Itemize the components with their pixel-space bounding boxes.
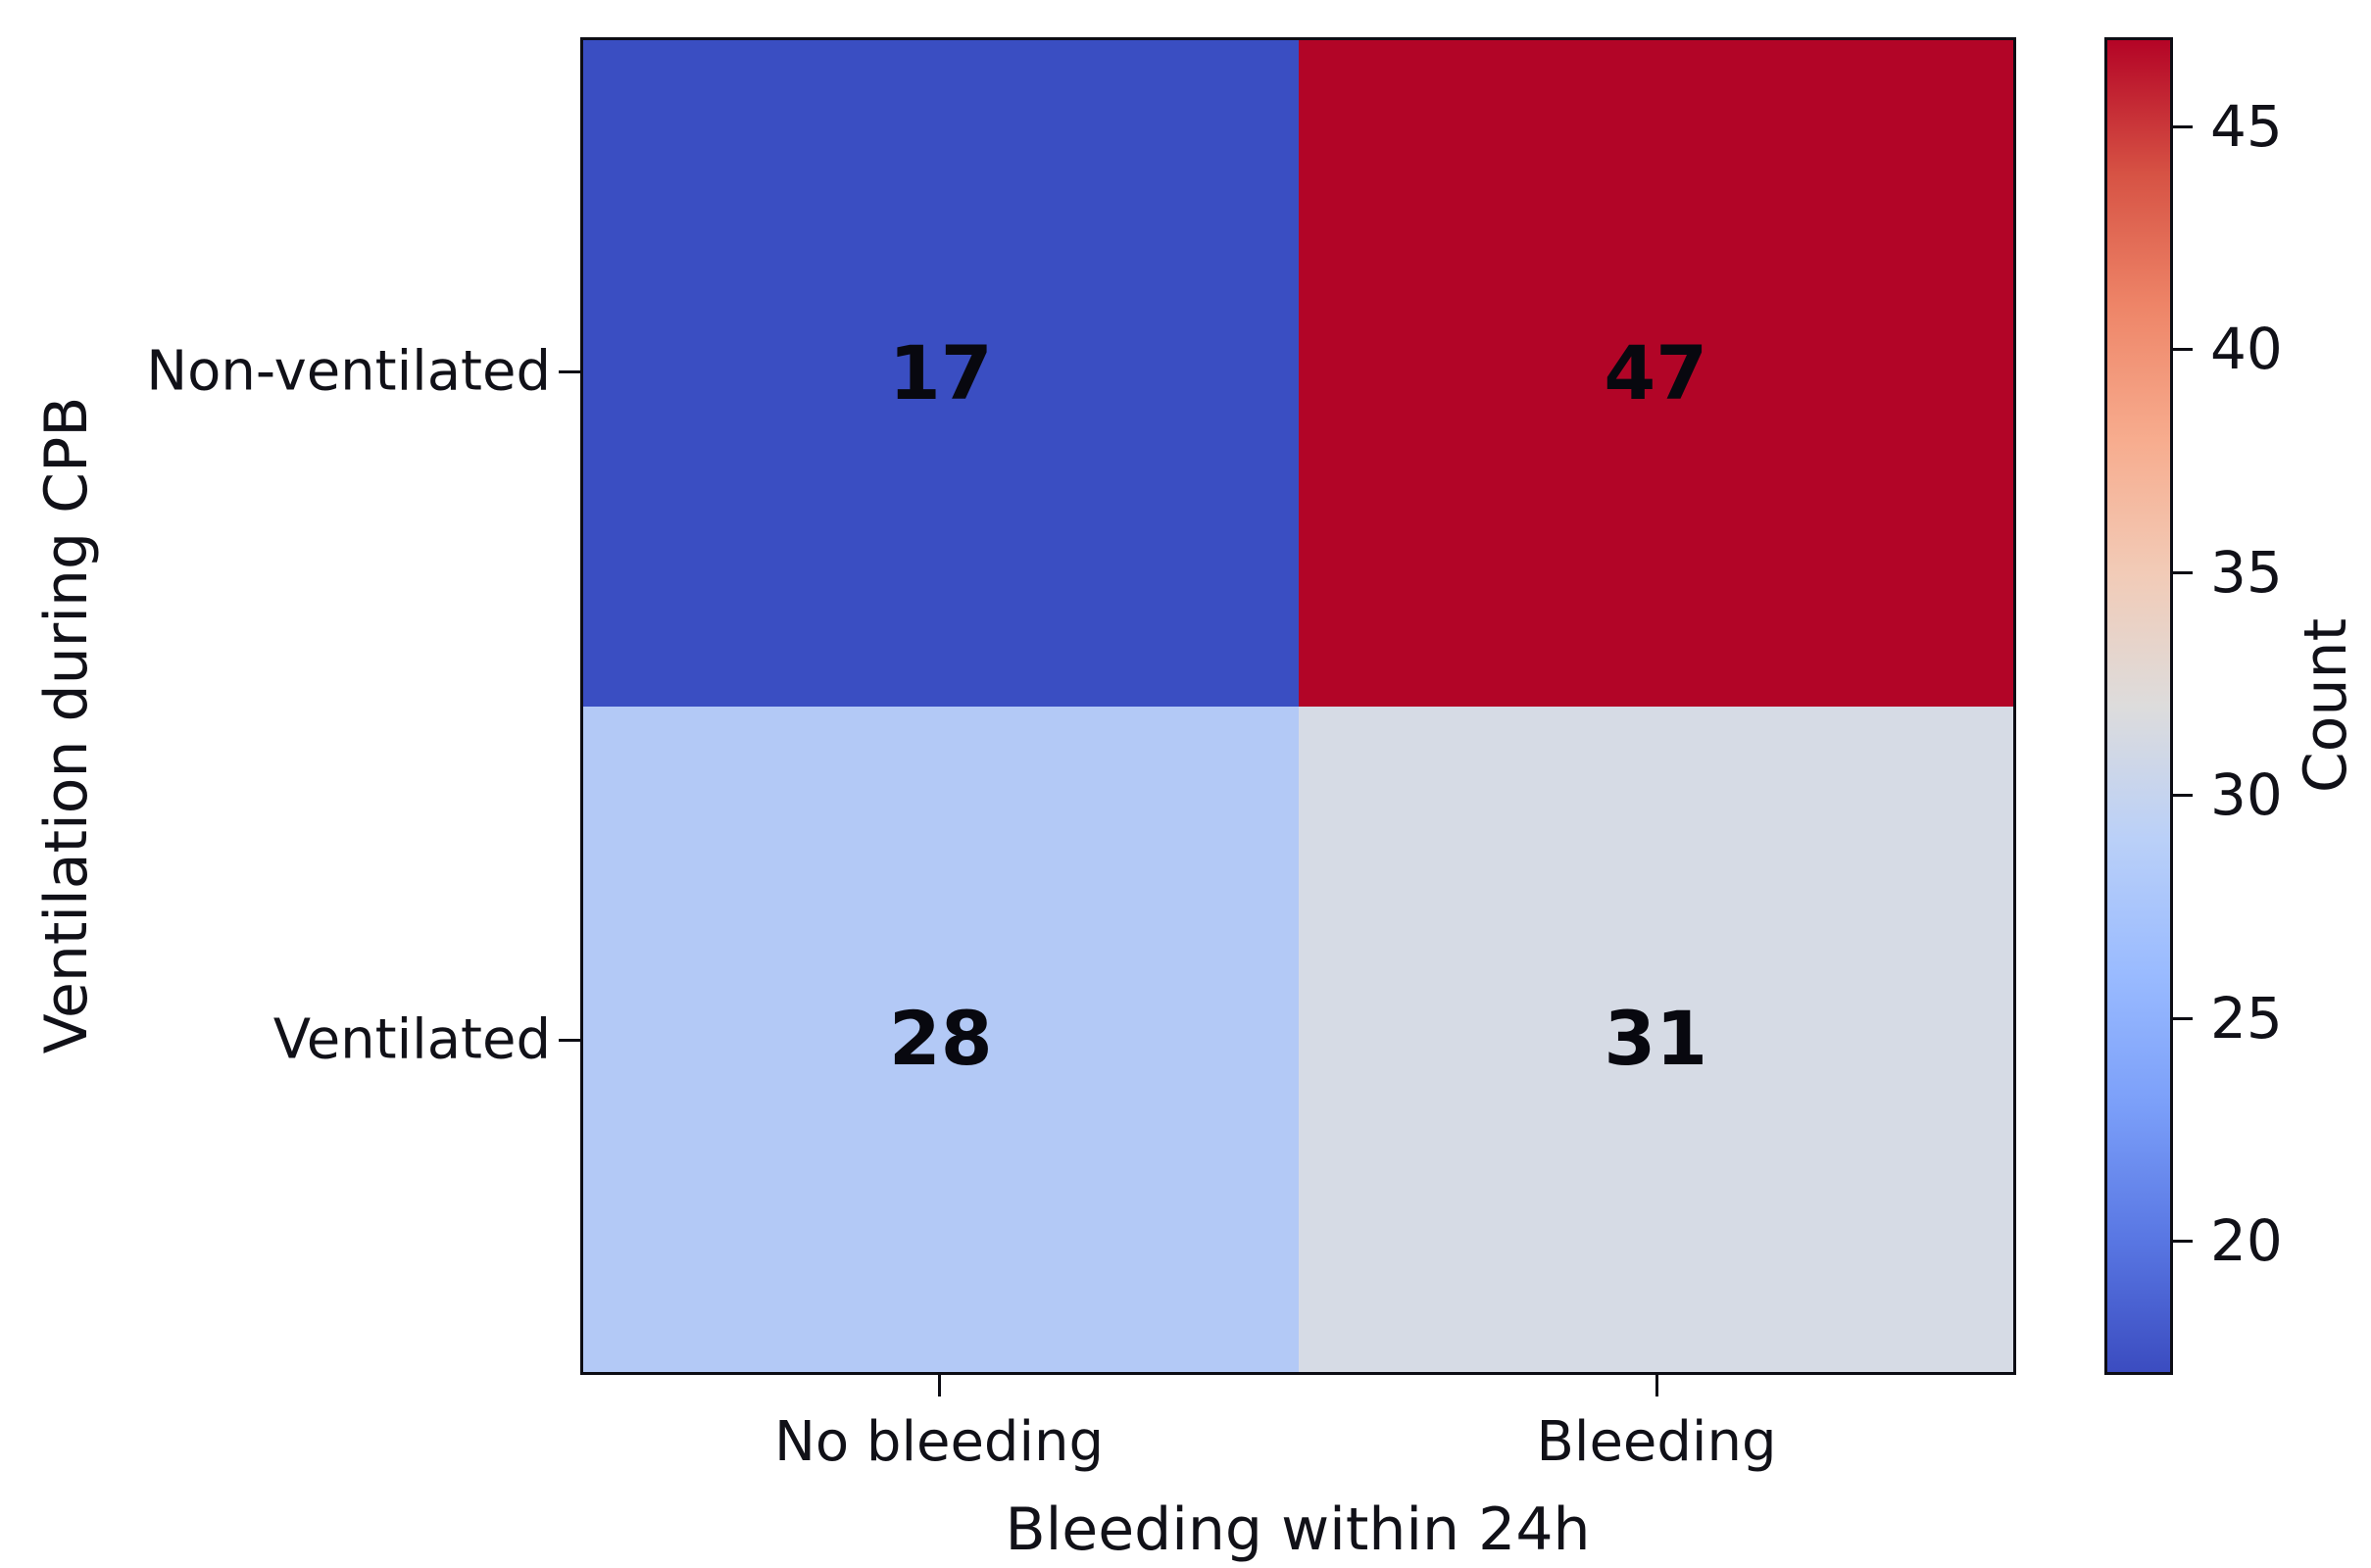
heatmap-cell-ventilated-nobleeding: 28 (583, 706, 1299, 1372)
y-tick-mark (559, 1038, 580, 1042)
colorbar-tick-30: 30 (2173, 766, 2283, 823)
cell-value: 17 (888, 328, 993, 416)
x-tick-mark (1655, 1375, 1658, 1396)
heatmap-cell-nonventilated-nobleeding: 17 (583, 40, 1299, 707)
colorbar-tick-label: 25 (2210, 985, 2283, 1052)
colorbar-tick-45: 45 (2173, 98, 2283, 155)
colorbar-tick-label: 35 (2210, 539, 2283, 606)
x-axis-title: Bleeding within 24h (1005, 1495, 1591, 1564)
colorbar-tick-label: 30 (2210, 761, 2283, 828)
colorbar-tick-35: 35 (2173, 544, 2283, 601)
colorbar-tick-mark (2173, 793, 2193, 797)
x-tick-mark (937, 1375, 941, 1396)
x-tick-label-no-bleeding: No bleeding (773, 1410, 1105, 1474)
colorbar-tick-25: 25 (2173, 990, 2283, 1047)
colorbar-tick-mark (2173, 570, 2193, 574)
colorbar-tick-mark (2173, 1239, 2193, 1243)
y-tick-mark (559, 369, 580, 373)
heatmap-cell-ventilated-bleeding: 31 (1298, 706, 2013, 1372)
colorbar (2104, 37, 2173, 1375)
colorbar-tick-20: 20 (2173, 1212, 2283, 1269)
colorbar-title: Count (2292, 617, 2360, 794)
x-tick-label-bleeding: Bleeding (1536, 1410, 1777, 1474)
colorbar-tick-mark (2173, 124, 2193, 128)
colorbar-tick-label: 40 (2210, 316, 2283, 382)
colorbar-tick-mark (2173, 347, 2193, 351)
heatmap-cell-nonventilated-bleeding: 47 (1298, 40, 2013, 707)
y-tick-label-ventilated: Ventilated (272, 1007, 551, 1072)
colorbar-tick-mark (2173, 1016, 2193, 1020)
y-axis-title: Ventilation during CPB (32, 396, 101, 1054)
cell-value: 47 (1604, 328, 1708, 416)
y-tick-label-non-ventilated: Non-ventilated (146, 339, 551, 404)
colorbar-tick-label: 20 (2210, 1207, 2283, 1274)
colorbar-ticks: 45 40 35 30 25 20 (2173, 37, 2369, 1375)
cell-value: 28 (888, 995, 993, 1083)
colorbar-tick-40: 40 (2173, 320, 2283, 377)
heatmap-plot-area: 17 47 28 31 (580, 37, 2016, 1375)
cell-value: 31 (1604, 995, 1708, 1083)
colorbar-tick-label: 45 (2210, 93, 2283, 160)
